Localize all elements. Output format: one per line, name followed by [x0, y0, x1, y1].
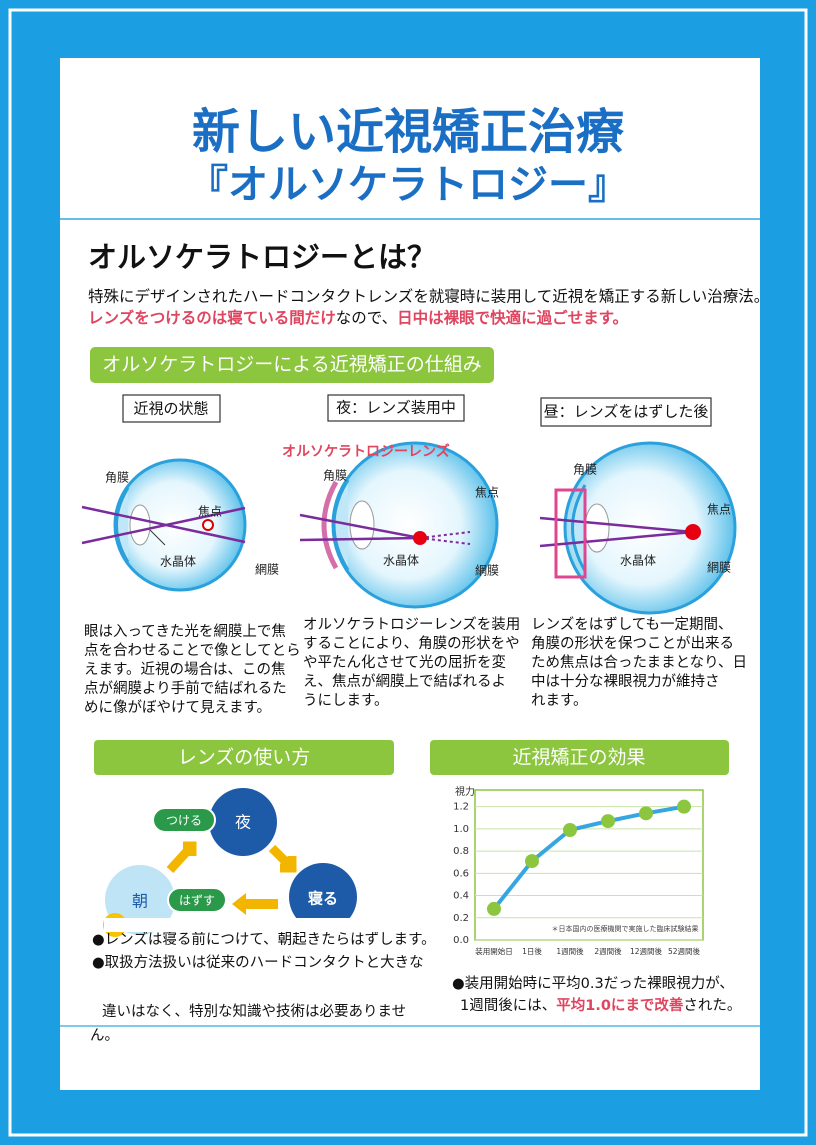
description: れます。	[531, 692, 588, 709]
y-tick-label: 0.4	[453, 891, 469, 902]
marker	[601, 814, 615, 829]
y-tick-label: 1.2	[453, 802, 469, 813]
step: はずす	[179, 894, 215, 908]
diagram-label: 網膜	[255, 563, 279, 577]
frame	[8, 8, 808, 1137]
description: 中は十分な裸眼視力が維持さ	[531, 673, 720, 690]
panel-title-box	[327, 394, 465, 422]
description: うにします。	[303, 692, 389, 709]
diagram-label: 網膜	[707, 561, 731, 575]
step: つける	[166, 814, 202, 828]
panel-title-box	[122, 394, 221, 423]
y-tick-label: 0.2	[453, 913, 469, 924]
description: オルソケラトロジーレンズを装用	[303, 616, 520, 633]
step: 夜	[235, 813, 251, 832]
diagram-label: 水晶体	[160, 555, 196, 569]
y-tick-label: 0.0	[453, 935, 469, 946]
highlight: レンズをつけるのは寝ている間だけ	[88, 308, 336, 327]
description: えます。近視の場合は、この焦	[84, 661, 286, 678]
bullet: ん。	[90, 1028, 119, 1044]
description: 点を合わせることで像としてとら	[84, 642, 301, 659]
description: することにより、角膜の形状をや	[303, 635, 520, 652]
title: 新しい近視矯正治療	[192, 104, 624, 160]
section-label-text: レンズの使い方	[178, 747, 311, 769]
x-tick-label: 1週間後	[556, 946, 584, 956]
y-axis-label: 視力	[455, 785, 475, 798]
diagram-label: 水晶体	[620, 554, 656, 568]
intro-text: レンズをつけるのは寝ている間だけなので、日中は裸眼で快適に過ごせます。	[88, 308, 628, 327]
y-tick-label: 1.0	[453, 824, 469, 835]
diagram-label: 角膜	[573, 463, 597, 477]
section-label	[90, 347, 494, 383]
text: なので、	[336, 309, 397, 327]
intro-text: 特殊にデザインされたハードコンタクトレンズを就寝時に装用して近視を矯正する新しい…	[88, 287, 769, 306]
eye-diagram	[539, 441, 737, 615]
section-label	[94, 740, 394, 775]
diagram-label: 角膜	[323, 469, 347, 483]
y-tick-label: 0.6	[453, 868, 469, 879]
bullet: 違いはなく、特別な知識や技術は必要ありませ	[102, 1003, 406, 1020]
panel-title: 夜：レンズ装用中	[336, 399, 456, 417]
panel-title: 近視の状態	[133, 400, 208, 418]
description: めに像がぼやけて見えます。	[84, 699, 271, 716]
highlight: 平均1.0にまで改善	[556, 996, 684, 1014]
diagram-label: 焦点	[198, 505, 222, 519]
description: ため焦点は合ったままとなり、日	[531, 654, 747, 671]
diagram-label: 角膜	[105, 471, 129, 485]
bullet: ●レンズは寝る前につけて、朝起きたらはずします。	[92, 930, 436, 948]
eye-diagram	[81, 458, 247, 592]
plot-area	[474, 789, 704, 941]
diagram-label: 焦点	[707, 503, 731, 517]
y-tick-label: 0.8	[453, 846, 469, 857]
chart-note: ＊日本国内の医療機関で実施した臨床試験結果	[552, 924, 699, 933]
section-label-text: オルソケラトロジーによる近視矯正の仕組み	[102, 354, 481, 376]
description: レンズをはずしても一定期間、	[531, 616, 733, 633]
marker	[525, 854, 539, 869]
description: 点が網膜より手前で結ばれるた	[84, 680, 287, 697]
diagram-label: 水晶体	[383, 554, 419, 568]
description: え、焦点が網膜上で結ばれるよ	[303, 673, 506, 690]
description: 眼は入ってきた光を網膜上で焦	[84, 623, 286, 640]
text: された。	[683, 997, 741, 1014]
diagram-label: オルソケラトロジーレンズ	[282, 443, 450, 460]
section-label	[430, 740, 729, 775]
mask	[104, 918, 404, 932]
marker	[563, 823, 577, 837]
heading: オルソケラトロジーとは？	[88, 240, 436, 274]
marker	[677, 799, 691, 814]
marker	[639, 806, 653, 821]
description: や平たん化させて光の屈折を変	[303, 654, 506, 671]
caption: ●装用開始時に平均0.3だった裸眼視力が、	[452, 975, 734, 992]
section-label-text: 近視矯正の効果	[512, 747, 645, 769]
x-tick-label: 2週間後	[594, 946, 622, 956]
chart: 0.0 0.2 0.4 0.6 0.8 1.0 1.2 視力 ＊日本国内の医療機関で実施した臨床…	[453, 785, 704, 956]
subtitle: 『オルソケラトロジー』	[188, 162, 628, 208]
bullet: ●取扱方法扱いは従来のハードコンタクトと大きな	[92, 954, 424, 971]
highlight: 日中は裸眼で快適に過ごせます。	[397, 308, 628, 327]
marker	[487, 901, 501, 916]
x-tick-label: 12週間後	[630, 946, 663, 956]
x-tick-label: 52週間後	[668, 946, 701, 956]
x-tick-label: 1日後	[522, 946, 542, 956]
usage-cycle	[103, 788, 357, 937]
panel-title-box	[540, 397, 712, 427]
step: 朝	[132, 892, 148, 911]
x-tick-label: 装用開始日	[475, 946, 513, 956]
panel-title: 昼：レンズをはずした後	[544, 403, 709, 421]
description: 角膜の形状を保つことが出来る	[531, 635, 734, 652]
text: 1週間後には、	[460, 997, 556, 1014]
diagram-label: 焦点	[475, 486, 499, 500]
step: 寝る	[308, 890, 338, 908]
eye-diagram	[299, 441, 499, 609]
diagram-label: 網膜	[475, 564, 499, 578]
caption: 1週間後には、平均1.0にまで改善された。	[460, 996, 741, 1014]
